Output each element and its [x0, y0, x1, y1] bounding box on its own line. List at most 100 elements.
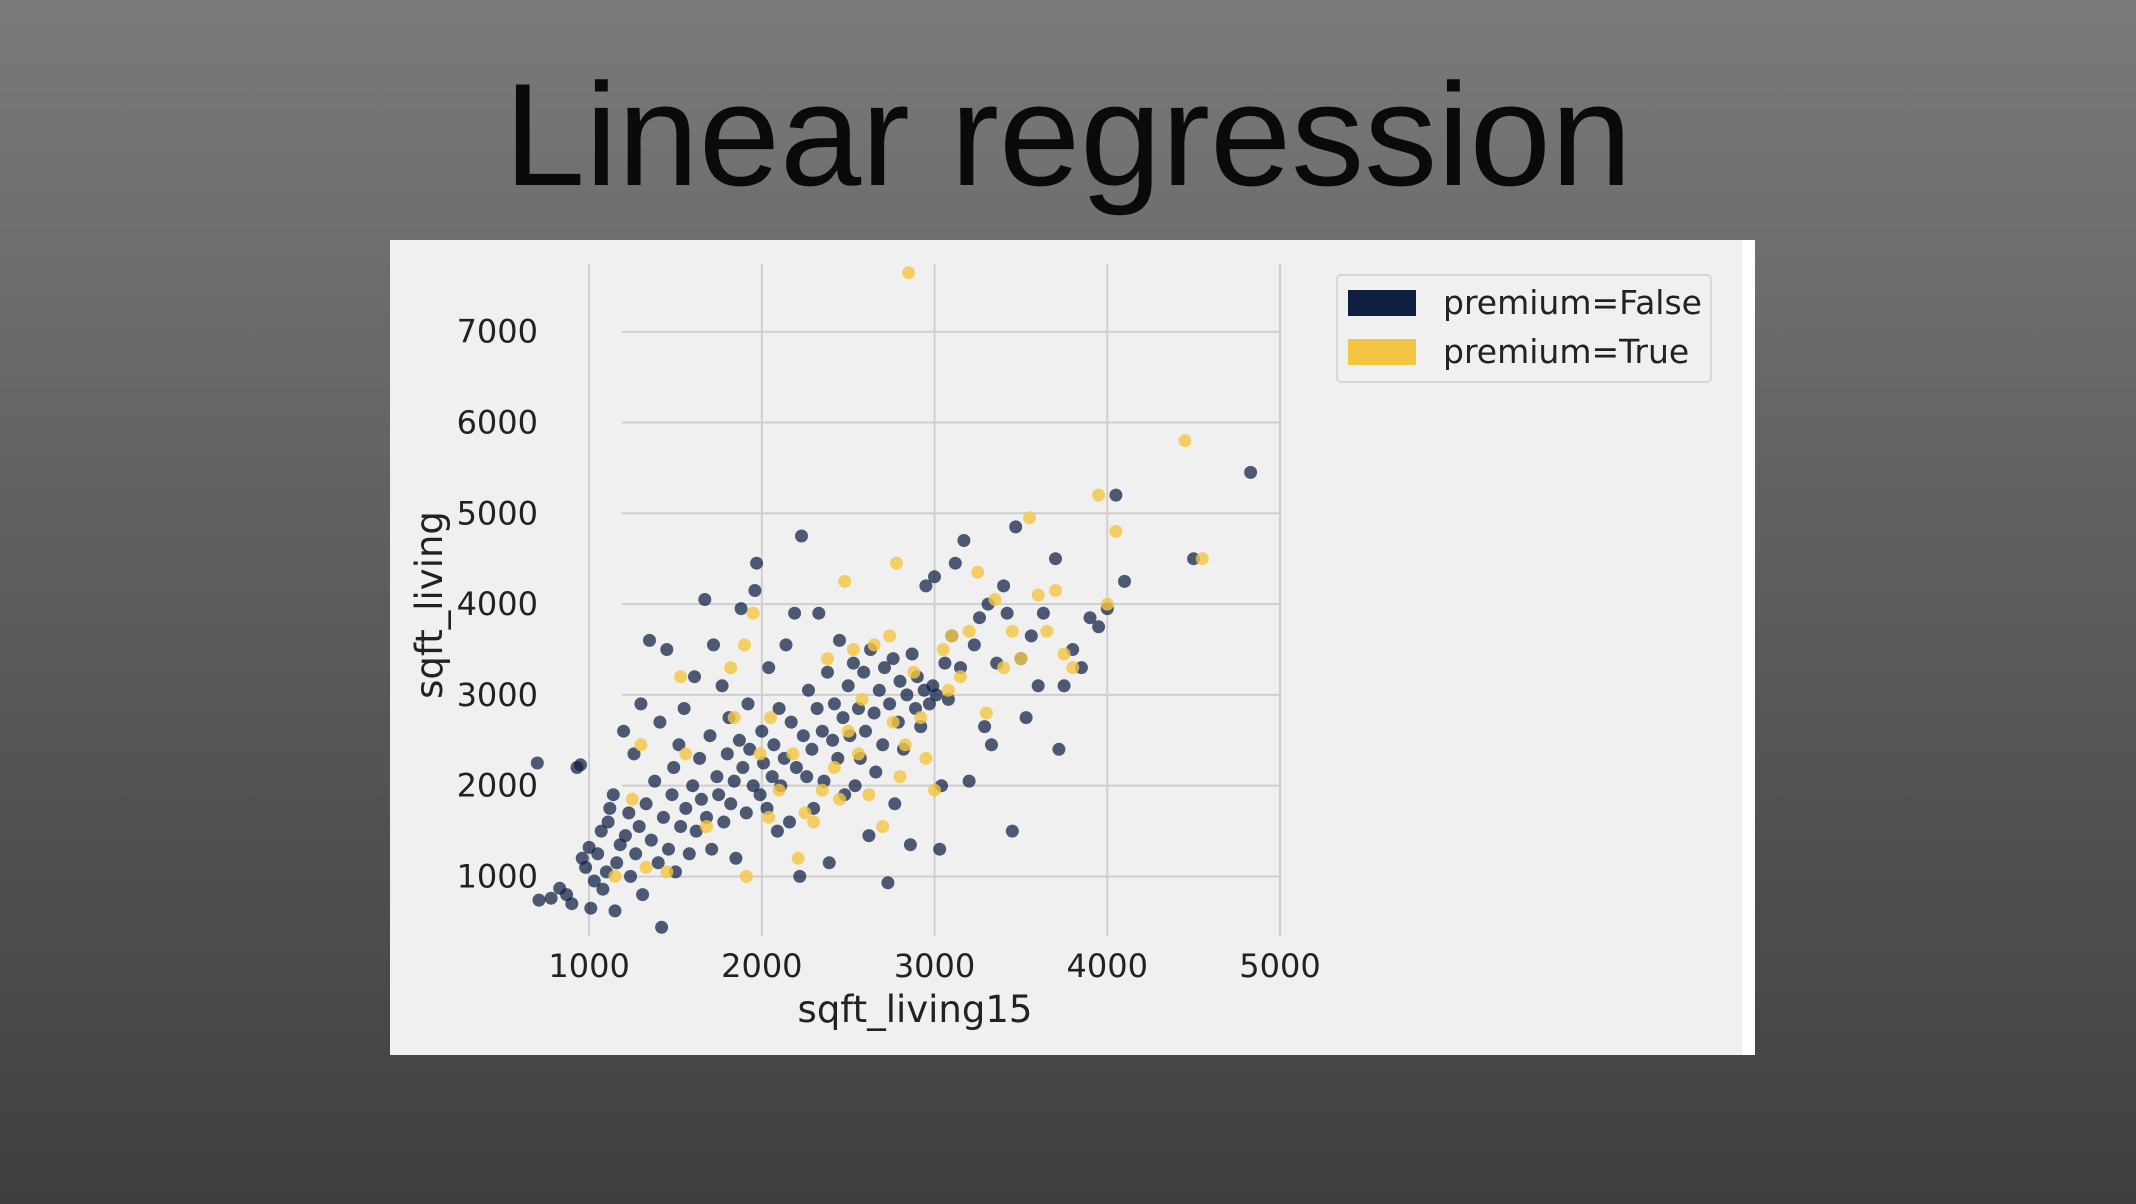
point-premium-false [544, 891, 558, 905]
point-premium-false [857, 665, 871, 679]
point-premium-false [841, 679, 855, 693]
point-premium-false [674, 820, 688, 833]
point-premium-false [591, 847, 605, 861]
point-premium-true [876, 820, 890, 833]
point-premium-false [846, 656, 860, 670]
point-premium-true [862, 788, 876, 802]
point-premium-false [922, 697, 936, 711]
point-premium-false [629, 847, 643, 861]
y-tick-label: 4000 [457, 585, 538, 623]
point-premium-false [812, 606, 826, 620]
slide-title: Linear regression [503, 53, 1633, 216]
point-premium-false [957, 534, 971, 547]
legend-label-premium-false: premium=False [1443, 283, 1702, 322]
point-premium-false [667, 761, 681, 774]
y-axis-label: sqft_living [408, 511, 451, 699]
point-premium-false [574, 758, 587, 772]
point-premium-true [890, 556, 903, 570]
point-premium-false [617, 724, 631, 738]
point-premium-false [712, 788, 726, 802]
point-premium-true [902, 266, 916, 280]
point-premium-true [979, 706, 993, 720]
point-premium-false [954, 661, 967, 675]
point-premium-false [948, 556, 962, 570]
point-premium-false [929, 688, 943, 702]
point-premium-false [1019, 711, 1033, 725]
point-premium-true [1040, 624, 1054, 638]
point-premium-false [967, 638, 981, 652]
point-premium-true [841, 724, 855, 738]
point-premium-false [665, 788, 679, 802]
point-premium-false [655, 920, 669, 934]
point-premium-false [686, 779, 700, 793]
point-premium-true [919, 751, 933, 765]
point-premium-false [636, 888, 650, 902]
point-premium-true [886, 715, 900, 729]
point-premium-false [997, 579, 1011, 593]
point-premium-false [565, 897, 579, 911]
point-premium-true [608, 869, 622, 883]
point-premium-false [750, 556, 764, 570]
point-premium-true [1023, 511, 1036, 525]
point-premium-false [741, 697, 755, 711]
point-premium-false [707, 638, 720, 652]
point-premium-false [748, 584, 762, 597]
point-premium-false [836, 711, 850, 725]
point-premium-false [579, 860, 593, 874]
point-premium-false [938, 656, 952, 670]
point-premium-false [1057, 679, 1071, 693]
point-premium-true [791, 851, 805, 865]
point-premium-true [772, 783, 786, 797]
y-tick-label: 6000 [457, 404, 538, 442]
point-premium-true [625, 792, 639, 806]
point-premium-false [743, 742, 757, 756]
point-premium-true [634, 738, 648, 752]
point-premium-false [1024, 629, 1038, 643]
point-premium-false [779, 638, 793, 652]
point-premium-true [724, 661, 738, 675]
point-premium-false [755, 724, 769, 738]
point-premium-false [606, 788, 620, 802]
point-premium-true [833, 792, 846, 806]
point-premium-true [945, 629, 959, 643]
point-premium-false [795, 529, 808, 543]
point-premium-false [739, 806, 753, 820]
point-premium-false [698, 593, 712, 606]
point-premium-true [846, 643, 860, 656]
point-premium-true [1092, 488, 1106, 502]
point-premium-false [732, 733, 746, 747]
point-premium-false [715, 679, 729, 693]
point-premium-false [1109, 488, 1123, 502]
point-premium-false [821, 665, 834, 679]
point-premium-false [886, 652, 900, 666]
point-premium-true [738, 638, 751, 652]
point-premium-false [914, 720, 928, 734]
point-premium-false [627, 747, 641, 761]
point-premium-false [789, 761, 803, 774]
point-premium-false [1083, 611, 1097, 625]
point-premium-false [610, 856, 624, 870]
point-premium-false [903, 838, 917, 852]
point-premium-false [703, 729, 717, 743]
point-premium-true [1014, 652, 1028, 666]
point-premium-false [928, 570, 941, 584]
point-premium-true [1109, 524, 1123, 538]
point-premium-false [985, 738, 998, 752]
point-premium-true [954, 670, 967, 684]
point-premium-false [862, 829, 876, 843]
point-premium-false [689, 824, 703, 838]
data-points [530, 266, 1258, 934]
point-premium-false [603, 801, 617, 815]
point-premium-false [1036, 606, 1050, 620]
point-premium-false [905, 647, 919, 661]
point-premium-false [805, 742, 819, 756]
point-premium-false [978, 720, 992, 734]
point-premium-false [530, 756, 544, 770]
point-premium-false [601, 815, 615, 829]
point-premium-false [736, 761, 750, 774]
legend-swatch-premium-false [1348, 290, 1416, 316]
point-premium-false [648, 774, 662, 788]
y-tick-label: 5000 [457, 494, 538, 532]
point-premium-true [762, 810, 776, 824]
point-premium-false [653, 715, 667, 729]
